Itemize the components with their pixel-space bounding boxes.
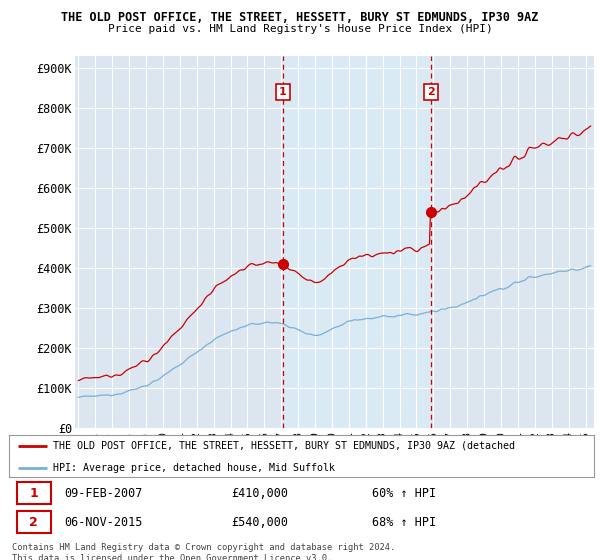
Text: Price paid vs. HM Land Registry's House Price Index (HPI): Price paid vs. HM Land Registry's House … <box>107 24 493 34</box>
Bar <box>283 56 431 428</box>
Text: £540,000: £540,000 <box>232 516 289 529</box>
Text: 1: 1 <box>279 87 287 97</box>
Text: THE OLD POST OFFICE, THE STREET, HESSETT, BURY ST EDMUNDS, IP30 9AZ (detached: THE OLD POST OFFICE, THE STREET, HESSETT… <box>53 441 515 451</box>
FancyBboxPatch shape <box>17 482 50 505</box>
Text: £410,000: £410,000 <box>232 487 289 500</box>
Text: 68% ↑ HPI: 68% ↑ HPI <box>372 516 436 529</box>
Text: Contains HM Land Registry data © Crown copyright and database right 2024.
This d: Contains HM Land Registry data © Crown c… <box>12 543 395 560</box>
Text: 09-FEB-2007: 09-FEB-2007 <box>65 487 143 500</box>
Text: HPI: Average price, detached house, Mid Suffolk: HPI: Average price, detached house, Mid … <box>53 463 335 473</box>
FancyBboxPatch shape <box>17 511 50 534</box>
Text: THE OLD POST OFFICE, THE STREET, HESSETT, BURY ST EDMUNDS, IP30 9AZ: THE OLD POST OFFICE, THE STREET, HESSETT… <box>61 11 539 24</box>
Text: 2: 2 <box>29 516 38 529</box>
Text: 2: 2 <box>427 87 435 97</box>
Text: 60% ↑ HPI: 60% ↑ HPI <box>372 487 436 500</box>
Text: 06-NOV-2015: 06-NOV-2015 <box>65 516 143 529</box>
Text: 1: 1 <box>29 487 38 500</box>
